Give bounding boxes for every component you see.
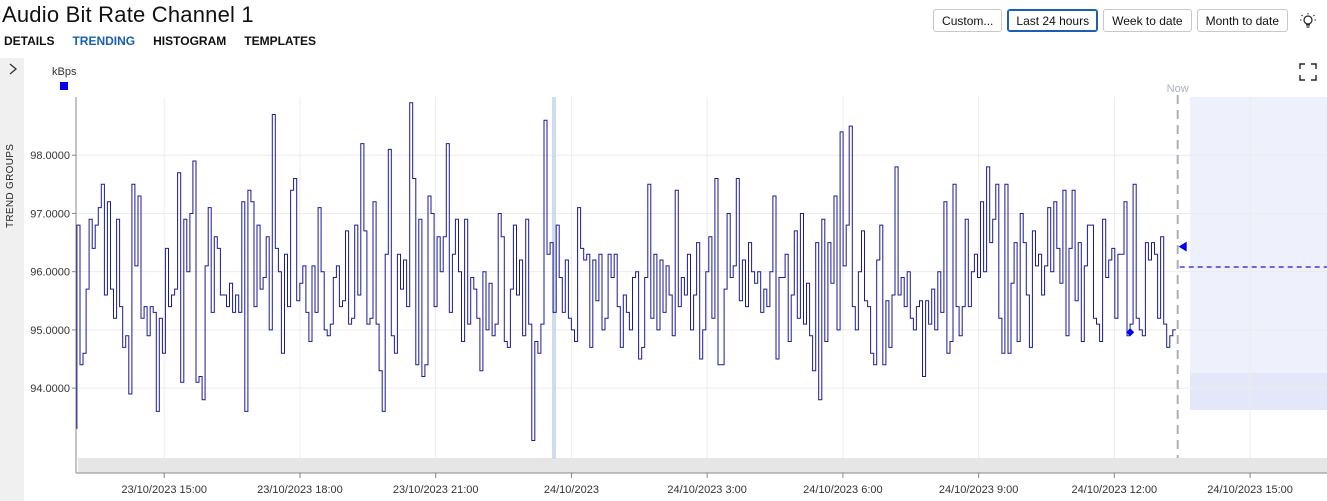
forecast-region <box>1190 97 1327 410</box>
now-label: Now <box>1167 83 1189 95</box>
trend-groups-sidebar[interactable]: TREND GROUPS <box>0 58 24 501</box>
time-range-bar: Custom... Last 24 hours Week to date Mon… <box>933 9 1319 32</box>
x-tick-label: 24/10/2023 15:00 <box>1207 484 1293 496</box>
week-to-date-button[interactable]: Week to date <box>1103 9 1192 32</box>
x-tick-label: 24/10/2023 6:00 <box>803 484 883 496</box>
tab-histogram[interactable]: HISTOGRAM <box>153 34 227 48</box>
x-tick-label: 24/10/2023 3:00 <box>667 484 747 496</box>
y-tick-label: 94.0000 <box>30 383 70 395</box>
y-tick-label: 95.0000 <box>30 325 70 337</box>
low-value-marker[interactable] <box>1126 328 1135 337</box>
x-tick-label: 24/10/2023 12:00 <box>1072 484 1158 496</box>
x-tick-label: 23/10/2023 18:00 <box>257 484 343 496</box>
series-legend-marker[interactable] <box>60 82 68 90</box>
view-tabs: DETAILS TRENDING HISTOGRAM TEMPLATES <box>4 34 316 48</box>
current-value-marker[interactable] <box>1178 241 1187 252</box>
selected-time-marker[interactable] <box>552 97 556 459</box>
expand-icon[interactable] <box>1299 63 1317 81</box>
month-to-date-button[interactable]: Month to date <box>1196 9 1288 32</box>
last-24-hours-button[interactable]: Last 24 hours <box>1007 9 1099 32</box>
y-axis-unit: kBps <box>52 66 77 78</box>
y-tick-label: 96.0000 <box>30 267 70 279</box>
lightbulb-icon[interactable] <box>1297 10 1319 32</box>
series-line-audio-bit-rate[interactable] <box>76 102 1176 441</box>
x-axis-scrollbar-track[interactable] <box>78 458 1327 473</box>
y-tick-label: 97.0000 <box>30 208 70 220</box>
x-tick-label: 24/10/2023 <box>544 484 599 496</box>
x-tick-label: 23/10/2023 15:00 <box>121 484 207 496</box>
x-tick-label: 23/10/2023 21:00 <box>393 484 479 496</box>
y-tick-label: 98.0000 <box>30 150 70 162</box>
tab-templates[interactable]: TEMPLATES <box>244 34 317 48</box>
page-title: Audio Bit Rate Channel 1 <box>2 2 254 27</box>
custom-range-button[interactable]: Custom... <box>933 9 1003 32</box>
forecast-region-lower <box>1190 373 1327 410</box>
tab-details[interactable]: DETAILS <box>4 34 55 48</box>
chevron-right-icon[interactable] <box>6 62 20 76</box>
x-tick-label: 24/10/2023 9:00 <box>939 484 1019 496</box>
tab-trending[interactable]: TRENDING <box>72 34 136 48</box>
